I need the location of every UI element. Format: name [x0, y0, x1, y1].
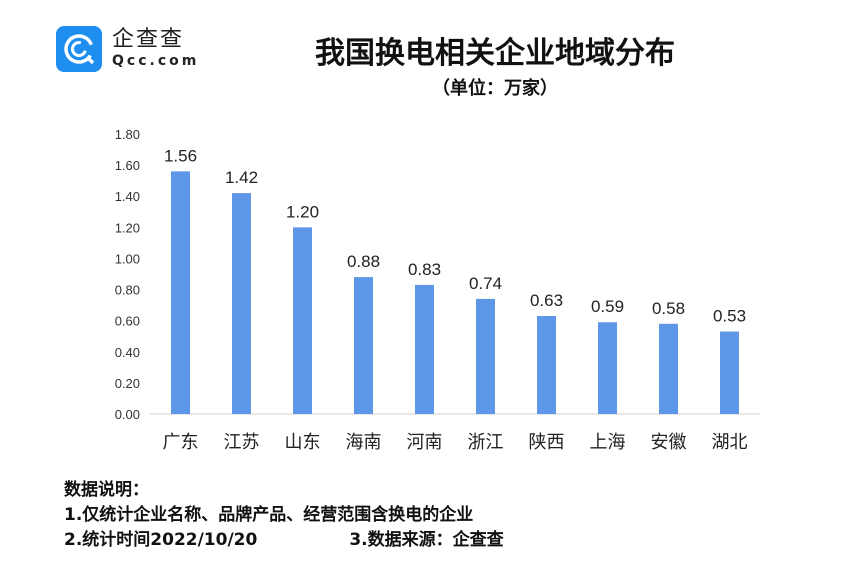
notes-line1: 1.仅统计企业名称、品牌产品、经营范围含换电的企业: [64, 505, 474, 525]
logo-cn: 企查查: [112, 27, 185, 52]
y-tick-label: 0.40: [115, 345, 140, 360]
notes-line3: 3.数据来源：企查查: [349, 530, 504, 550]
x-tick-label: 广东: [163, 432, 199, 453]
data-label: 0.88: [347, 252, 380, 271]
x-tick-label: 上海: [590, 432, 626, 453]
logo: 企查查 Qcc.com: [56, 26, 199, 72]
y-tick-label: 0.60: [115, 314, 140, 329]
qcc-logo-icon: [56, 26, 102, 72]
bar: [293, 227, 312, 414]
bar: [354, 277, 373, 414]
x-tick-label: 湖北: [712, 432, 748, 453]
notes-heading: 数据说明：: [64, 480, 149, 500]
bar: [232, 193, 251, 414]
data-label: 0.58: [652, 299, 685, 318]
data-label: 1.56: [164, 146, 197, 165]
bar: [476, 298, 495, 414]
y-tick-label: 1.60: [115, 158, 140, 173]
x-tick-label: 海南: [346, 432, 382, 453]
chart-title: 我国换电相关企业地域分布: [315, 36, 675, 71]
y-tick-label: 1.20: [115, 220, 140, 235]
x-tick-label: 陕西: [529, 432, 565, 453]
x-tick-label: 江苏: [224, 432, 260, 453]
x-tick-label: 浙江: [468, 432, 504, 453]
x-tick-label: 河南: [407, 432, 443, 453]
data-label: 0.63: [530, 291, 563, 310]
y-tick-label: 1.40: [115, 189, 140, 204]
bar: [171, 171, 190, 414]
data-label: 0.53: [713, 307, 746, 326]
x-tick-label: 山东: [285, 432, 321, 453]
y-tick-label: 1.80: [115, 127, 140, 142]
data-label: 0.74: [469, 274, 502, 293]
y-tick-label: 0.80: [115, 283, 140, 298]
y-tick-label: 0.00: [115, 407, 140, 422]
bar: [598, 322, 617, 414]
data-label: 0.59: [591, 297, 624, 316]
bar: [537, 316, 556, 414]
logo-en: Qcc.com: [112, 53, 200, 69]
data-label: 0.83: [408, 260, 441, 279]
notes-line2: 2.统计时间2022/10/20: [64, 530, 258, 550]
bar: [659, 323, 678, 414]
data-label: 1.20: [286, 202, 319, 221]
y-tick-label: 0.20: [115, 376, 140, 391]
bar: [415, 284, 434, 414]
notes: 数据说明： 1.仅统计企业名称、品牌产品、经营范围含换电的企业 2.统计时间20…: [64, 478, 504, 553]
chart-subtitle: （单位：万家）: [432, 78, 558, 99]
bar: [720, 331, 739, 414]
x-tick-label: 安徽: [651, 432, 687, 453]
y-tick-label: 1.00: [115, 251, 140, 266]
data-label: 1.42: [225, 168, 258, 187]
